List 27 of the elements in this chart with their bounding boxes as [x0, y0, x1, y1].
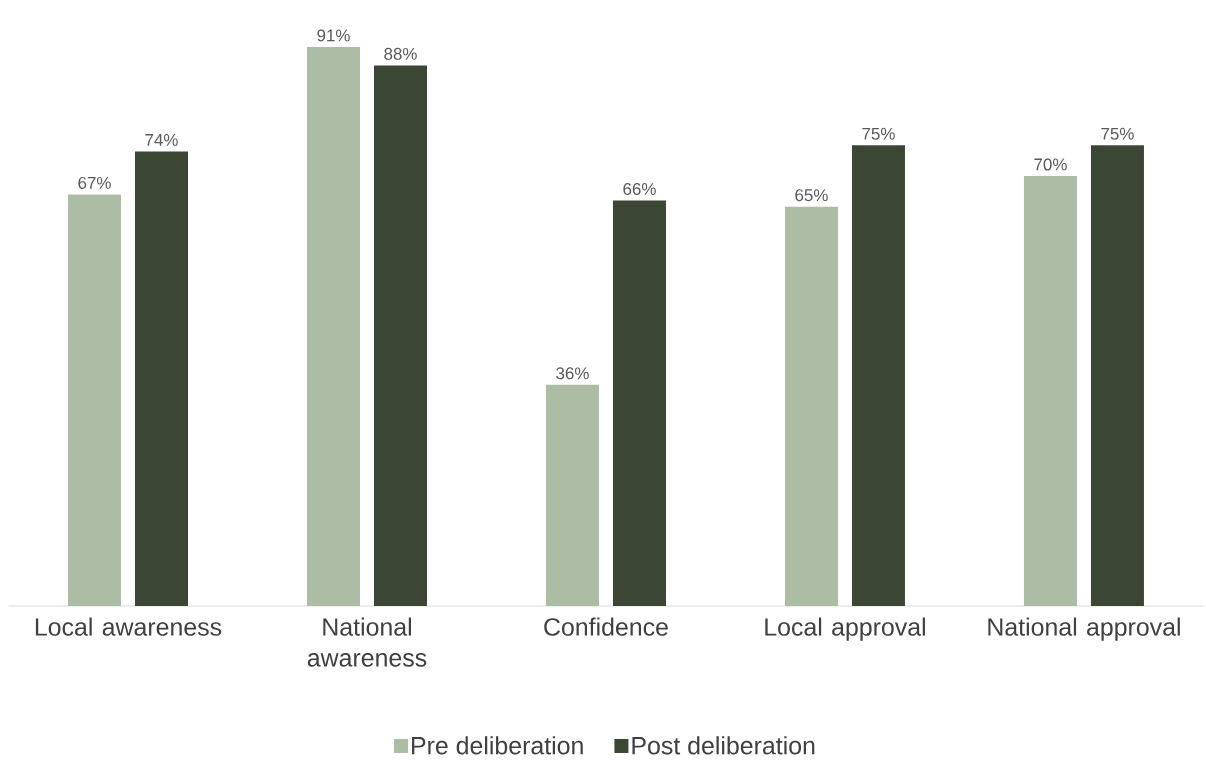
x-tick-label: Confidence [544, 617, 668, 636]
x-tick-label: National approval [988, 617, 1180, 641]
x-tick-label: Local awareness [35, 617, 222, 636]
bar [545, 384, 599, 606]
data-label: 67% [78, 176, 111, 189]
data-label: 88% [384, 47, 417, 60]
bar [784, 206, 838, 606]
data-label: 70% [1034, 158, 1067, 171]
data-label: 74% [145, 134, 178, 146]
bar [851, 145, 905, 606]
bar [1090, 145, 1144, 606]
bar [1023, 175, 1077, 606]
legend-label: Post deliberation [632, 736, 815, 755]
x-tick-label: Local approval [765, 617, 925, 641]
bar [373, 65, 427, 606]
data-label: 66% [623, 183, 656, 196]
bar [306, 46, 360, 606]
data-label: 91% [317, 29, 350, 42]
x-tick-label: National awareness [307, 617, 427, 667]
bar [612, 200, 666, 606]
data-label: 75% [862, 127, 895, 140]
bar [68, 194, 121, 606]
legend-label: Pre deliberation [412, 736, 583, 755]
data-label: 75% [1101, 127, 1134, 140]
data-label: 36% [556, 367, 589, 380]
data-label: 65% [795, 189, 828, 202]
bar [135, 151, 188, 606]
